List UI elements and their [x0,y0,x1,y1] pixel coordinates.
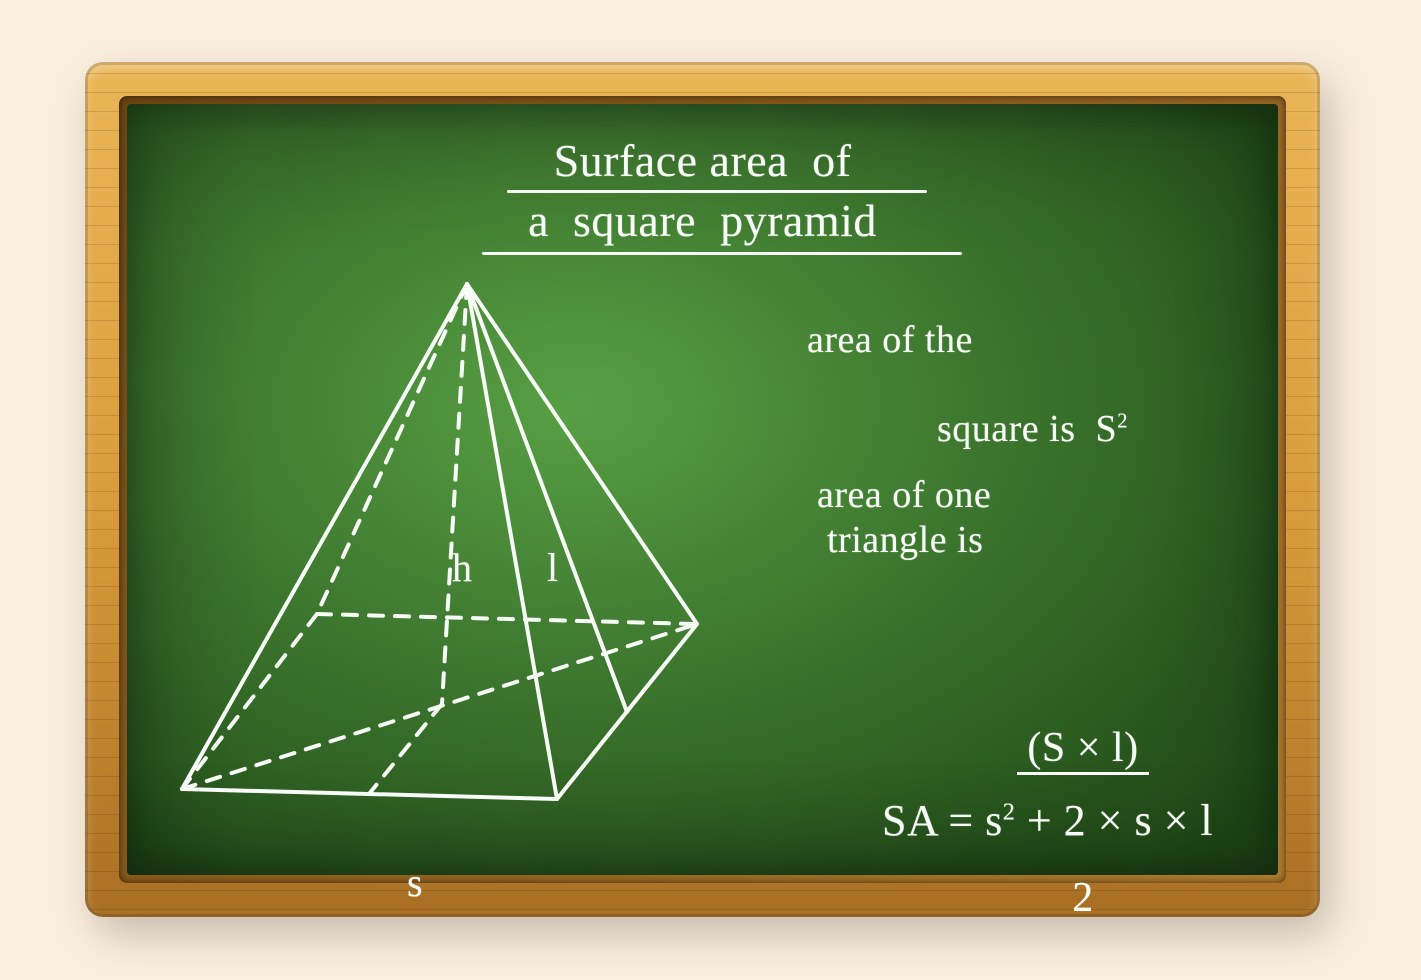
label-s: s [407,859,423,906]
note-square-area-l2-text: square is S [937,408,1117,450]
note-tri-area-l1: area of one [817,474,991,518]
label-h: h [452,544,473,591]
chalk-content: Surface area of a square pyramid area of… [127,104,1278,875]
wood-frame: Surface area of a square pyramid area of… [85,62,1320,917]
formula-suffix: + 2 × s × l [1015,796,1213,845]
note-tri-area-l2: triangle is [827,519,983,563]
note-square-area-exp: 2 [1117,408,1128,432]
surface-area-formula: SA = s2 + 2 × s × l [767,744,1213,897]
note-square-area-l1: area of the [807,319,973,363]
formula-exp: 2 [1003,798,1016,825]
label-l: l [547,544,559,591]
page: Surface area of a square pyramid area of… [0,0,1421,980]
formula-prefix: SA = s [882,796,1003,845]
chalkboard-surface: Surface area of a square pyramid area of… [127,104,1278,875]
